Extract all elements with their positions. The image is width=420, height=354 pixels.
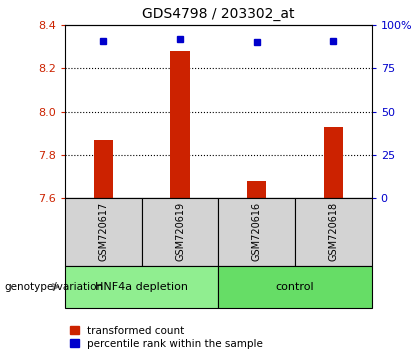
- Text: GSM720616: GSM720616: [252, 202, 262, 262]
- Bar: [94, 140, 113, 198]
- Text: genotype/variation: genotype/variation: [4, 282, 103, 292]
- Bar: [247, 181, 266, 198]
- Title: GDS4798 / 203302_at: GDS4798 / 203302_at: [142, 7, 295, 21]
- Text: control: control: [276, 282, 314, 292]
- Bar: [65, 266, 218, 308]
- Legend: transformed count, percentile rank within the sample: transformed count, percentile rank withi…: [70, 326, 263, 349]
- Bar: [218, 266, 372, 308]
- Text: HNF4a depletion: HNF4a depletion: [95, 282, 188, 292]
- Bar: [218, 198, 295, 266]
- Bar: [171, 51, 190, 198]
- Text: GSM720618: GSM720618: [328, 202, 339, 262]
- Text: GSM720617: GSM720617: [98, 202, 108, 262]
- Text: GSM720619: GSM720619: [175, 202, 185, 262]
- Bar: [65, 198, 142, 266]
- Bar: [295, 198, 372, 266]
- Bar: [324, 127, 343, 198]
- Bar: [142, 198, 218, 266]
